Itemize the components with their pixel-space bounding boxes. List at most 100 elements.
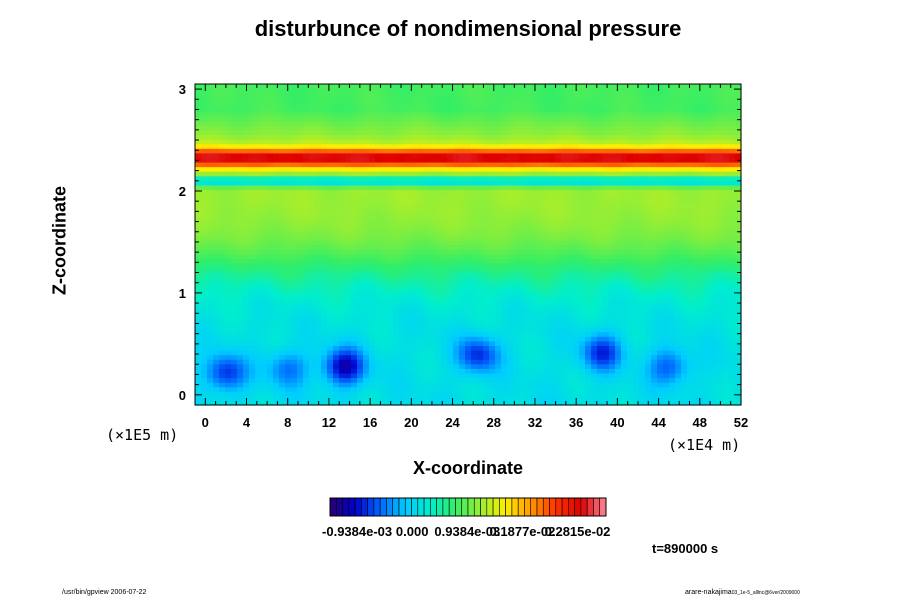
heatmap-cell bbox=[495, 368, 502, 374]
heatmap-cell bbox=[411, 272, 418, 278]
heatmap-cell bbox=[483, 184, 490, 191]
heatmap-cell bbox=[435, 285, 442, 291]
heatmap-cell bbox=[213, 308, 220, 314]
heatmap-cell bbox=[567, 359, 574, 365]
heatmap-cell bbox=[555, 285, 562, 291]
heatmap-cell bbox=[201, 180, 208, 186]
heatmap-cell bbox=[735, 391, 742, 397]
heatmap-cell bbox=[633, 368, 640, 374]
heatmap-cell bbox=[579, 267, 586, 273]
heatmap-cell bbox=[231, 212, 238, 218]
heatmap-cell bbox=[555, 253, 562, 259]
heatmap-cell bbox=[513, 294, 520, 301]
heatmap-cell bbox=[693, 345, 700, 351]
heatmap-cell bbox=[513, 189, 520, 195]
heatmap-cell bbox=[597, 354, 604, 360]
heatmap-cell bbox=[459, 203, 466, 209]
heatmap-cell bbox=[411, 354, 418, 360]
heatmap-cell bbox=[513, 184, 520, 191]
heatmap-cell bbox=[537, 359, 544, 365]
heatmap-cell bbox=[459, 171, 466, 177]
heatmap-cell bbox=[519, 299, 526, 305]
heatmap-cell bbox=[249, 313, 256, 319]
heatmap-cell bbox=[351, 368, 358, 374]
heatmap-cell bbox=[501, 294, 508, 301]
heatmap-cell bbox=[471, 235, 478, 241]
heatmap-cell bbox=[429, 377, 436, 383]
heatmap-cell bbox=[339, 304, 346, 310]
heatmap-cell bbox=[705, 391, 712, 397]
heatmap-cell bbox=[573, 391, 580, 397]
heatmap-cell bbox=[687, 327, 694, 333]
heatmap-cell bbox=[435, 368, 442, 374]
heatmap-cell bbox=[573, 216, 580, 223]
heatmap-cell bbox=[555, 161, 562, 168]
heatmap-cell bbox=[657, 377, 664, 383]
heatmap-cell bbox=[495, 354, 502, 360]
heatmap-cell bbox=[519, 368, 526, 374]
heatmap-cell bbox=[699, 354, 706, 360]
heatmap-cell bbox=[249, 161, 256, 168]
heatmap-cell bbox=[669, 166, 676, 172]
heatmap-cell bbox=[423, 203, 430, 209]
heatmap-cell bbox=[723, 180, 730, 186]
heatmap-cell bbox=[537, 175, 544, 181]
heatmap-cell bbox=[201, 354, 208, 360]
heatmap-cell bbox=[447, 194, 454, 200]
heatmap-cell bbox=[375, 281, 382, 287]
heatmap-cell bbox=[645, 207, 652, 213]
heatmap-cell bbox=[435, 400, 442, 406]
heatmap-cell bbox=[261, 294, 268, 301]
heatmap-cell bbox=[531, 175, 538, 181]
heatmap-cell bbox=[681, 308, 688, 314]
heatmap-cell bbox=[483, 345, 490, 351]
heatmap-cell bbox=[471, 299, 478, 305]
heatmap-cell bbox=[507, 281, 514, 287]
heatmap-cell bbox=[489, 203, 496, 209]
heatmap-cell bbox=[321, 290, 328, 296]
heatmap-cell bbox=[393, 216, 400, 223]
heatmap-cell bbox=[525, 313, 532, 319]
heatmap-cell bbox=[207, 203, 214, 209]
heatmap-cell bbox=[273, 194, 280, 200]
heatmap-cell bbox=[441, 258, 448, 264]
heatmap-cell bbox=[369, 166, 376, 172]
heatmap-cell bbox=[459, 239, 466, 246]
heatmap-cell bbox=[561, 194, 568, 200]
heatmap-cell bbox=[339, 382, 346, 388]
heatmap-cell bbox=[615, 207, 622, 213]
heatmap-cell bbox=[573, 180, 580, 186]
heatmap-cell bbox=[561, 345, 568, 351]
heatmap-cell bbox=[609, 198, 616, 204]
heatmap-cell bbox=[681, 377, 688, 383]
heatmap-cell bbox=[567, 317, 574, 324]
heatmap-cell bbox=[327, 157, 334, 163]
heatmap-cell bbox=[543, 331, 550, 337]
heatmap-cell bbox=[459, 327, 466, 333]
heatmap-cell bbox=[609, 244, 616, 250]
heatmap-cell bbox=[273, 207, 280, 213]
heatmap-cell bbox=[231, 194, 238, 200]
heatmap-cell bbox=[201, 189, 208, 195]
heatmap-cell bbox=[423, 161, 430, 168]
heatmap-cell bbox=[405, 180, 412, 186]
heatmap-cell bbox=[603, 285, 610, 291]
heatmap-cell bbox=[393, 345, 400, 351]
heatmap-cell bbox=[231, 262, 238, 269]
heatmap-cell bbox=[717, 276, 724, 282]
heatmap-cell bbox=[201, 161, 208, 168]
heatmap-cell bbox=[591, 152, 598, 158]
heatmap-cell bbox=[327, 212, 334, 218]
heatmap-cell bbox=[375, 230, 382, 236]
heatmap-cell bbox=[651, 157, 658, 163]
heatmap-cell bbox=[687, 253, 694, 259]
heatmap-cell bbox=[687, 212, 694, 218]
heatmap-cell bbox=[495, 386, 502, 392]
heatmap-cell bbox=[453, 207, 460, 213]
heatmap-cell bbox=[399, 189, 406, 195]
heatmap-cell bbox=[333, 157, 340, 163]
heatmap-cell bbox=[489, 331, 496, 337]
heatmap-cell bbox=[579, 340, 586, 346]
heatmap-cell bbox=[597, 267, 604, 273]
heatmap-cell bbox=[195, 276, 202, 282]
